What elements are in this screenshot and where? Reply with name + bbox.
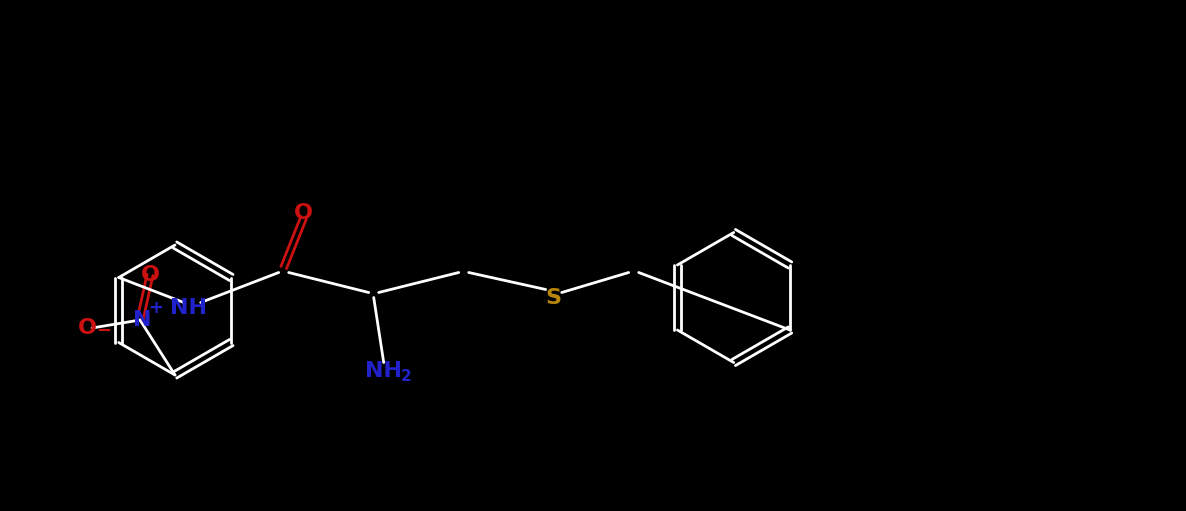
Text: −: − <box>96 322 111 340</box>
Text: O: O <box>140 265 159 285</box>
Text: N: N <box>133 310 152 330</box>
Text: O: O <box>77 318 96 338</box>
Text: S: S <box>546 288 562 308</box>
Text: NH: NH <box>171 297 208 317</box>
Text: NH: NH <box>365 360 402 381</box>
Text: +: + <box>148 299 164 317</box>
Text: O: O <box>294 202 313 222</box>
Text: 2: 2 <box>401 369 412 384</box>
